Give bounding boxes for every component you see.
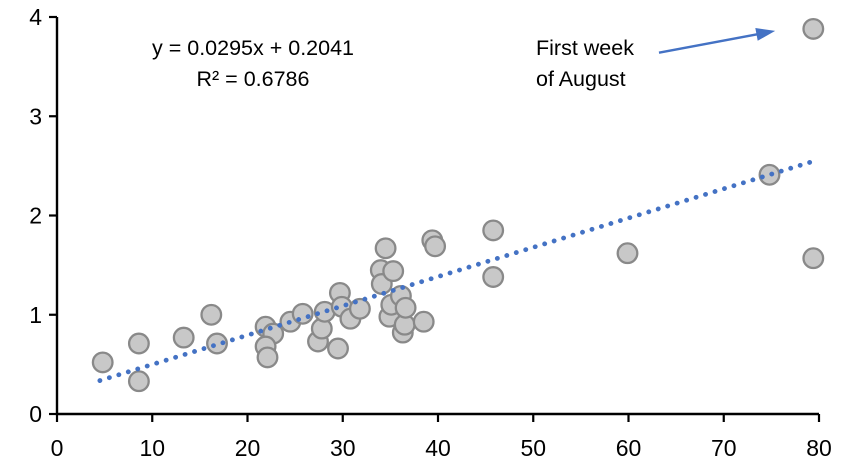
- annotation-line-1: First week: [536, 36, 634, 60]
- data-point: [616, 242, 639, 265]
- data-point: [206, 332, 228, 355]
- r-squared-text: R² = 0.6786: [196, 67, 310, 91]
- data-point: [424, 235, 447, 258]
- y-tick-label: 0: [29, 401, 42, 427]
- data-point: [482, 266, 505, 288]
- data-point: [802, 17, 825, 40]
- data-point: [327, 337, 349, 360]
- x-tick-label: 0: [51, 435, 64, 461]
- equation-text: y = 0.0295x + 0.2041: [151, 36, 355, 60]
- x-tick-label: 70: [711, 435, 737, 461]
- y-tick-label: 2: [29, 203, 42, 229]
- data-point: [382, 260, 405, 283]
- x-tick-label: 50: [520, 435, 546, 461]
- data-point: [291, 302, 314, 325]
- y-tick-label: 3: [29, 103, 42, 129]
- annotation-arrow-head: [755, 28, 776, 41]
- data-point: [172, 326, 195, 349]
- data-point: [91, 351, 114, 374]
- data-point: [374, 237, 397, 260]
- data-point: [256, 346, 279, 369]
- x-tick-label: 20: [235, 435, 261, 461]
- y-tick-label: 1: [29, 302, 42, 328]
- trendline-equation: y = 0.0295x + 0.2041 R² = 0.6786: [140, 33, 366, 95]
- data-point: [394, 296, 417, 319]
- data-point: [482, 219, 505, 242]
- x-tick-label: 10: [139, 435, 165, 461]
- x-tick-label: 30: [330, 435, 356, 461]
- data-point: [412, 310, 435, 333]
- x-tick-label: 80: [806, 435, 832, 461]
- y-tick-label: 4: [29, 4, 42, 30]
- data-point: [200, 303, 223, 326]
- x-tick-label: 60: [616, 435, 642, 461]
- annotation-arrow-line: [658, 32, 759, 54]
- annotation-line-2: of August: [536, 67, 626, 91]
- x-tick-label: 40: [425, 435, 451, 461]
- data-point: [802, 247, 825, 270]
- annotation-label: First week of August: [536, 33, 634, 95]
- trendline: [97, 159, 815, 383]
- data-point: [127, 370, 150, 393]
- data-point: [127, 332, 150, 355]
